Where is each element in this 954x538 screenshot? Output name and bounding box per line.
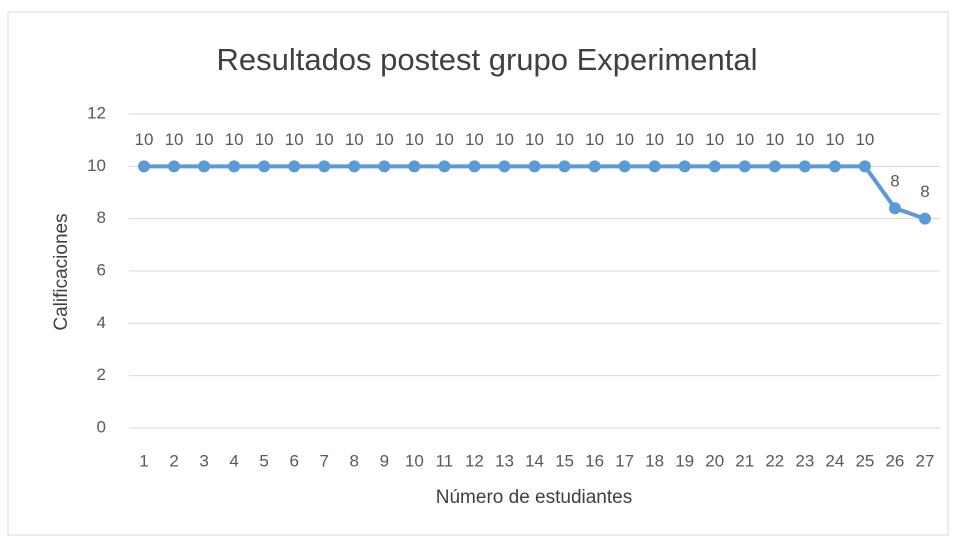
marker: [708, 160, 721, 173]
x-tick-label: 5: [259, 451, 268, 470]
data-label: 10: [495, 130, 514, 149]
marker: [438, 160, 451, 173]
x-tick-label: 19: [675, 451, 694, 470]
data-label: 8: [920, 182, 929, 201]
x-tick-label: 17: [615, 451, 634, 470]
data-label: 8: [890, 172, 899, 191]
marker: [228, 160, 241, 173]
marker: [168, 160, 181, 173]
x-tick-label: 10: [405, 451, 424, 470]
data-label: 10: [225, 130, 244, 149]
data-label: 10: [735, 130, 754, 149]
data-label: 10: [315, 130, 334, 149]
data-label: 10: [285, 130, 304, 149]
marker: [648, 160, 661, 173]
y-tick-label: 6: [97, 260, 106, 279]
chart-border: [7, 11, 949, 536]
x-tick-label: 26: [885, 451, 904, 470]
y-tick-label: 8: [97, 208, 106, 227]
data-label: 10: [525, 130, 544, 149]
x-tick-label: 22: [765, 451, 784, 470]
data-label: 10: [795, 130, 814, 149]
marker: [768, 160, 781, 173]
x-tick-label: 20: [705, 451, 724, 470]
data-label: 10: [165, 130, 184, 149]
data-label: 10: [405, 130, 424, 149]
marker: [888, 202, 901, 215]
x-tick-label: 14: [525, 451, 544, 470]
data-label: 10: [195, 130, 214, 149]
chart-title: Resultados postest grupo Experimental: [216, 42, 757, 77]
data-label: 10: [345, 130, 364, 149]
y-tick-label: 10: [87, 156, 106, 175]
marker: [858, 160, 871, 173]
marker: [678, 160, 691, 173]
marker: [198, 160, 211, 173]
data-label: 10: [855, 130, 874, 149]
marker: [348, 160, 361, 173]
data-label: 10: [765, 130, 784, 149]
marker: [918, 212, 931, 225]
data-label: 10: [555, 130, 574, 149]
marker: [798, 160, 811, 173]
y-tick-label: 2: [97, 365, 106, 384]
marker: [618, 160, 631, 173]
marker: [828, 160, 841, 173]
x-tick-label: 11: [436, 451, 454, 470]
y-axis-title: Calificaciones: [51, 213, 72, 330]
marker: [588, 160, 601, 173]
x-axis-title: Número de estudiantes: [436, 487, 632, 508]
y-tick-label: 4: [97, 313, 106, 332]
data-label: 10: [705, 130, 724, 149]
data-label: 10: [585, 130, 604, 149]
x-tick-label: 3: [199, 451, 208, 470]
x-tick-label: 6: [289, 451, 298, 470]
data-label: 10: [135, 130, 154, 149]
marker: [468, 160, 481, 173]
x-tick-label: 13: [495, 451, 514, 470]
x-tick-label: 23: [795, 451, 814, 470]
marker: [288, 160, 301, 173]
x-tick-label: 7: [320, 451, 329, 470]
x-tick-label: 21: [735, 451, 754, 470]
marker: [378, 160, 391, 173]
marker: [528, 160, 541, 173]
marker: [318, 160, 331, 173]
x-tick-label: 1: [139, 451, 148, 470]
data-label: 10: [375, 130, 394, 149]
y-tick-label: 12: [87, 103, 106, 122]
marker: [408, 160, 421, 173]
x-tick-label: 15: [555, 451, 574, 470]
x-tick-label: 8: [350, 451, 359, 470]
marker: [498, 160, 511, 173]
x-tick-label: 16: [585, 451, 604, 470]
x-tick-label: 4: [229, 451, 238, 470]
x-tick-label: 18: [645, 451, 664, 470]
data-label: 10: [465, 130, 484, 149]
data-label: 10: [435, 130, 454, 149]
data-label: 10: [645, 130, 664, 149]
x-tick-label: 12: [465, 451, 484, 470]
x-tick-label: 24: [825, 451, 844, 470]
data-label: 10: [615, 130, 634, 149]
data-label: 10: [675, 130, 694, 149]
data-label: 10: [825, 130, 844, 149]
marker: [558, 160, 571, 173]
marker: [138, 160, 151, 173]
y-tick-label: 0: [97, 417, 106, 436]
x-tick-label: 27: [916, 451, 935, 470]
x-tick-label: 9: [380, 451, 389, 470]
x-tick-label: 25: [855, 451, 874, 470]
marker: [738, 160, 751, 173]
data-label: 10: [255, 130, 274, 149]
x-tick-label: 2: [169, 451, 178, 470]
marker: [258, 160, 271, 173]
